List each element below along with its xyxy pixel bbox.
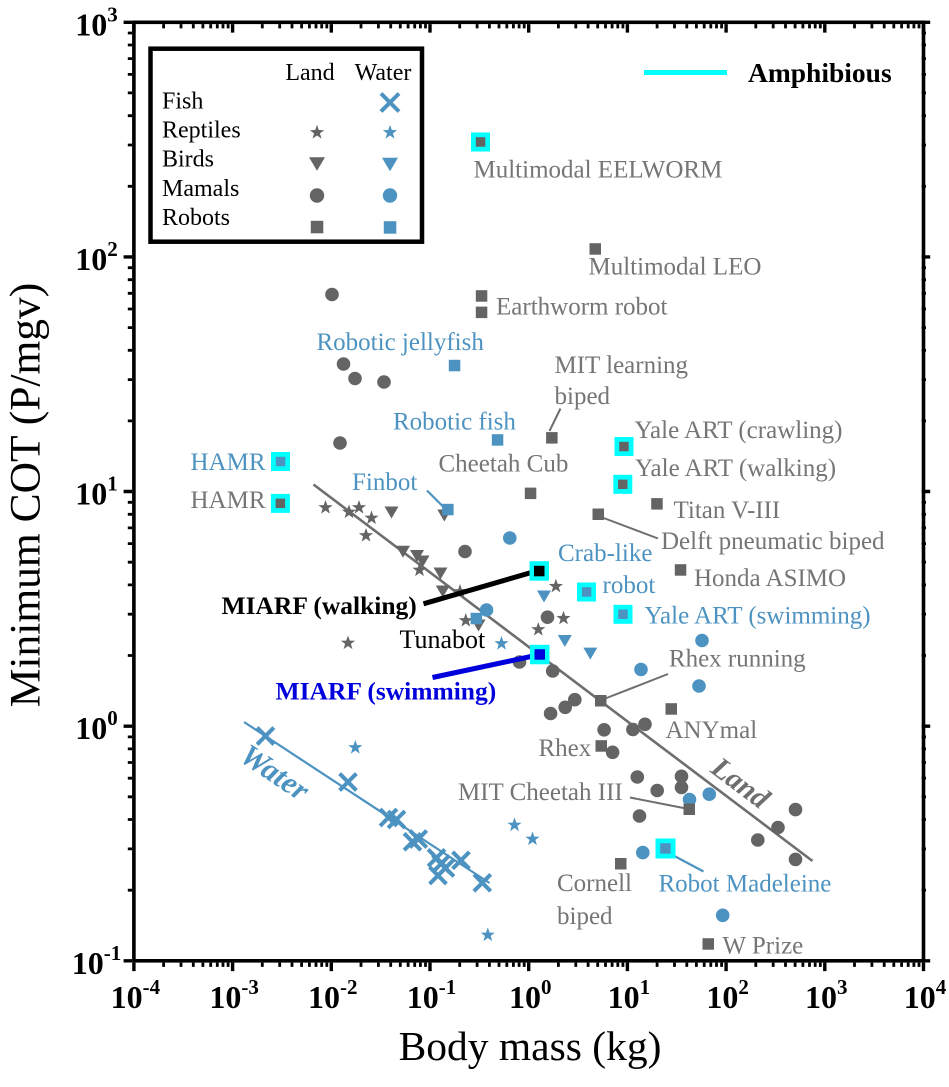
svg-text:Finbot: Finbot [352, 469, 417, 496]
svg-text:biped: biped [557, 903, 613, 930]
svg-text:Birds: Birds [162, 147, 214, 173]
svg-text:10-1: 10-1 [72, 941, 122, 981]
svg-text:robot: robot [603, 572, 656, 599]
svg-text:Yale ART (swimming): Yale ART (swimming) [645, 603, 871, 630]
svg-text:Robotic jellyfish: Robotic jellyfish [317, 329, 485, 356]
svg-text:HAMR: HAMR [191, 487, 266, 514]
svg-text:Delft pneumatic biped: Delft pneumatic biped [661, 528, 885, 555]
svg-text:Mamals: Mamals [162, 176, 239, 202]
svg-text:HAMR: HAMR [191, 449, 266, 476]
svg-text:10-4: 10-4 [111, 975, 161, 1015]
svg-text:Multimodal LEO: Multimodal LEO [589, 254, 762, 281]
svg-text:W Prize: W Prize [723, 933, 804, 960]
svg-text:Robot Madeleine: Robot Madeleine [659, 871, 832, 898]
svg-text:Yale ART (walking): Yale ART (walking) [635, 455, 836, 482]
svg-text:Rhex: Rhex [539, 735, 592, 762]
svg-text:MIARF (walking): MIARF (walking) [222, 591, 417, 620]
svg-text:Minimum COT (P/mgv): Minimum COT (P/mgv) [2, 283, 50, 708]
svg-text:Amphibious: Amphibious [748, 57, 892, 88]
svg-text:MIARF (swimming): MIARF (swimming) [276, 676, 497, 705]
svg-text:Yale ART (crawling): Yale ART (crawling) [635, 417, 843, 444]
svg-text:Water: Water [355, 60, 412, 86]
svg-text:Body mass (kg): Body mass (kg) [399, 1023, 662, 1070]
svg-text:biped: biped [555, 383, 611, 410]
svg-text:Reptiles: Reptiles [162, 118, 241, 144]
svg-text:Titan V-III: Titan V-III [674, 497, 781, 524]
svg-text:MIT Cheetah III: MIT Cheetah III [458, 779, 623, 806]
svg-text:100: 100 [509, 975, 552, 1015]
svg-text:Robotic fish: Robotic fish [393, 409, 516, 436]
svg-text:100: 100 [75, 706, 118, 746]
svg-text:Crab-like: Crab-like [558, 540, 652, 567]
svg-text:Honda ASIMO: Honda ASIMO [694, 565, 846, 592]
svg-text:Robots: Robots [162, 205, 230, 231]
svg-text:Cornell: Cornell [557, 870, 632, 897]
svg-text:Cheetah Cub: Cheetah Cub [439, 451, 569, 478]
svg-text:Rhex running: Rhex running [669, 645, 806, 672]
svg-text:Fish: Fish [162, 89, 203, 115]
svg-text:Earthworm robot: Earthworm robot [496, 294, 668, 321]
svg-text:Tunabot: Tunabot [400, 625, 487, 654]
svg-text:MIT learning: MIT learning [555, 352, 689, 379]
svg-text:Land: Land [285, 60, 334, 86]
svg-text:ANYmal: ANYmal [666, 717, 758, 744]
svg-text:Multimodal EELWORM: Multimodal EELWORM [474, 157, 723, 184]
